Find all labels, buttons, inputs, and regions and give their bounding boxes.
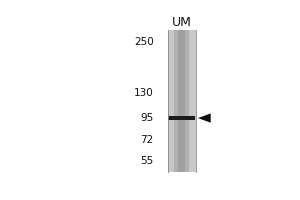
Text: 55: 55 [140,156,154,166]
Text: UM: UM [172,16,192,29]
Text: 250: 250 [134,37,154,47]
Text: 72: 72 [140,135,154,145]
Text: 95: 95 [140,113,154,123]
Polygon shape [198,113,211,123]
Bar [174,30,189,172]
Bar [178,30,185,172]
Bar [168,116,195,120]
Text: 130: 130 [134,88,154,98]
Bar [168,30,196,172]
